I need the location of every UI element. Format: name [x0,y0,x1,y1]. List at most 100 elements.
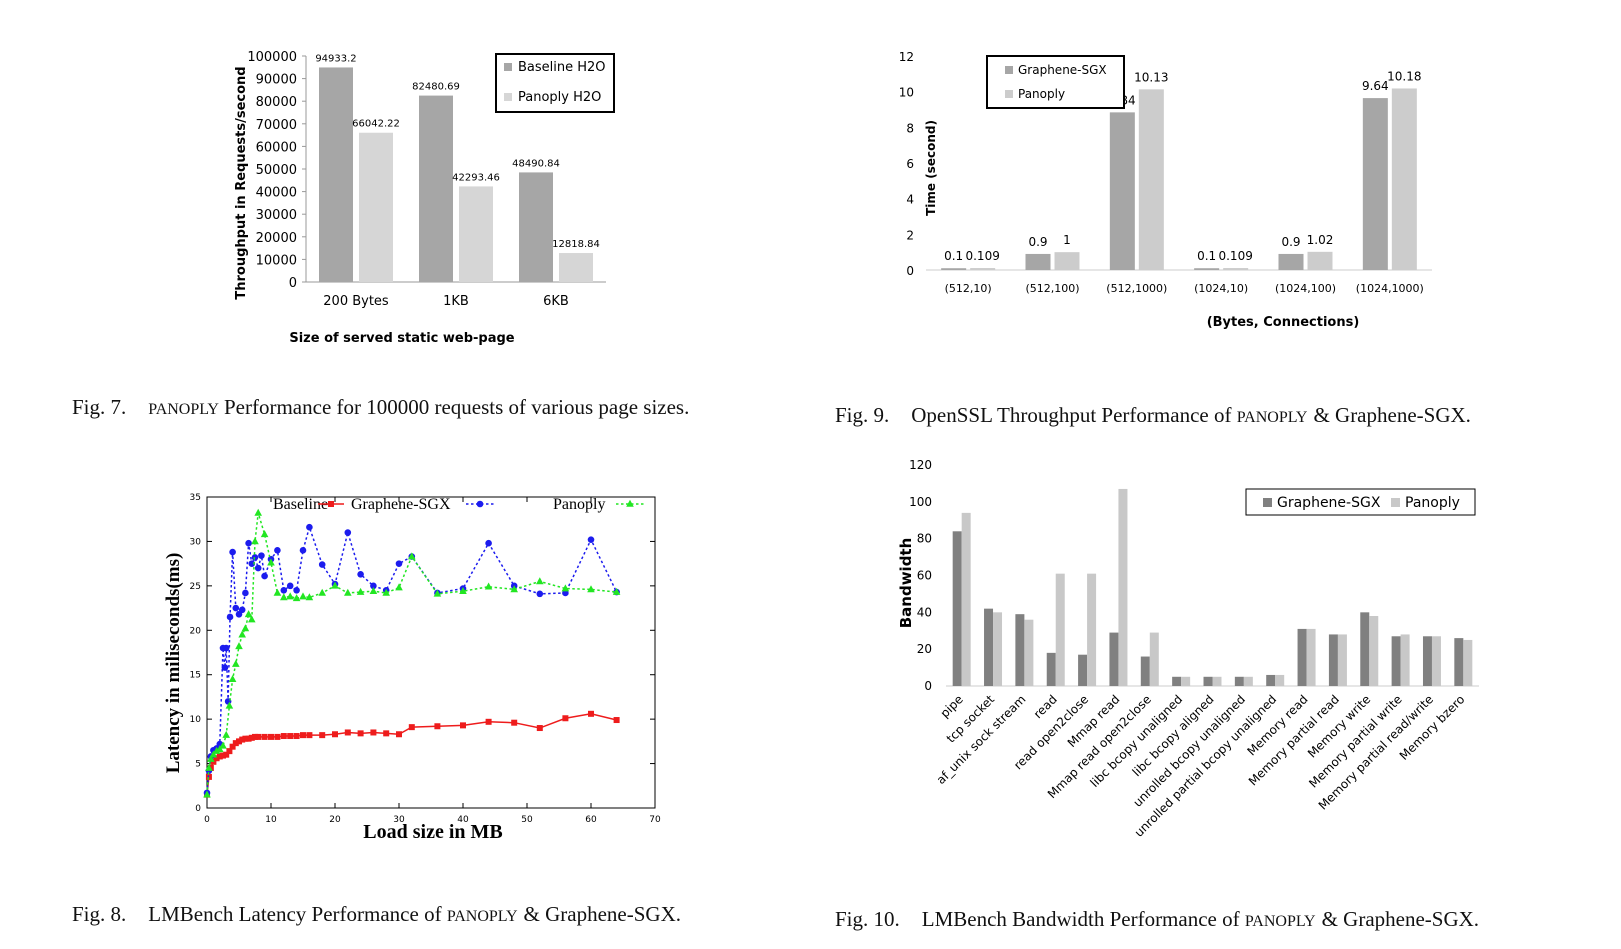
fig10-bar [1422,636,1432,686]
fig8-legend-marker [476,500,484,508]
fig9-y-tick-label: 6 [906,157,914,171]
fig9-data-label: 9.64 [1362,79,1389,93]
fig8-data-point [216,753,223,760]
fig8-data-point [226,748,233,755]
fig10-bar [1306,628,1316,686]
fig9-legend-box [986,55,1125,109]
fig8-data-point [252,733,258,740]
fig9-y-tick-label: 10 [899,86,914,100]
fig8-data-point [258,552,265,559]
fig10-bar [1109,632,1119,686]
fig8-data-point [280,593,288,601]
fig9-x-tick-label: (1024,1000) [1356,282,1424,295]
fig7-y-tick-label: 50000 [256,163,297,178]
fig7-y-tick-label: 10000 [256,253,297,268]
fig10-caption-number: Fig. 10. [835,907,900,931]
fig8-data-point [280,587,288,594]
fig10-bar [1078,654,1088,686]
fig7-y-tick-label: 100000 [247,50,297,65]
fig8-data-point [396,731,402,738]
fig10-bar [1431,636,1441,686]
fig8-data-point [239,736,246,743]
fig7-data-label: 66042.22 [352,119,400,130]
fig8-legend-marker [328,501,334,507]
fig8-data-point [484,582,493,590]
fig8-data-point [460,722,466,729]
fig10-bar [993,612,1003,686]
fig7-bar [359,132,393,282]
fig10-bar [1337,634,1347,686]
fig8-data-point [251,537,259,545]
fig8-data-point [242,735,249,742]
fig7-x-tick-label: 200 Bytes [323,294,389,309]
fig8-data-point [588,710,594,717]
fig8-data-point [356,587,365,595]
fig8-y-tick-label: 35 [190,493,201,503]
fig8-data-point [587,585,595,593]
fig8-data-point [232,659,240,667]
fig8-x-tick-label: 60 [585,815,597,825]
fig8-data-point [221,664,229,671]
fig8-data-point [261,733,268,740]
fig8-data-point [612,587,621,595]
fig7-data-label: 12818.84 [552,239,600,250]
fig8-data-point [245,735,252,742]
fig9-data-label: 1.02 [1307,233,1334,247]
fig8-data-point [232,740,239,747]
fig10-y-tick-label: 40 [917,605,932,619]
fig8-y-tick-label: 25 [190,582,201,592]
fig8-data-point [433,589,442,597]
fig8-data-point [235,642,243,650]
fig8-data-point [286,582,294,590]
fig8-data-point [305,593,314,601]
fig7-x-tick-label: 1KB [443,294,469,309]
fig8-data-point [273,588,282,596]
fig8-y-axis-title: Latency in miliseconds(ms) [163,553,184,774]
fig8-data-point [255,733,262,740]
fig8-x-tick-label: 10 [265,815,277,825]
fig10-bar [1118,488,1128,686]
fig8-data-point [306,732,313,739]
fig7-y-tick-label: 20000 [256,231,297,246]
fig8-data-point [245,539,252,547]
fig10-bar [1212,676,1222,686]
fig8-x-axis-title: Load size in MB [363,821,502,843]
fig9-bar [1194,268,1220,270]
fig8-data-point [485,718,492,725]
fig8-y-tick-label: 0 [195,804,201,814]
fig10-caption-sc: PANOPLY [1245,913,1316,930]
fig8-legend-baseline: Baseline [273,496,328,513]
fig8-plot-frame [206,496,656,809]
fig9-bar [1362,98,1388,270]
fig8-data-point [225,701,234,709]
fig10-bar [1234,676,1244,686]
fig10-caption-pre: LMBench Bandwidth Performance of [922,907,1245,931]
fig7-caption-rest: Performance for 100000 requests of vario… [224,395,689,419]
fig8-data-point [319,732,326,739]
fig8-legend-graphene: Graphene-SGX [351,496,451,513]
fig10-bar [1015,614,1025,686]
fig8-data-point [318,588,326,596]
fig8-data-point [344,529,352,536]
fig10-legend-swatch-panoply [1391,498,1400,507]
fig7-y-tick-label: 40000 [256,186,297,201]
fig8-x-tick-label: 40 [457,815,469,825]
fig8-data-point [223,751,230,758]
fig8-data-point [383,730,390,737]
fig10-bar [1203,676,1213,686]
fig9-bar [1278,253,1304,270]
fig8-x-tick-label: 0 [204,815,210,825]
fig10-caption-post: & Graphene-SGX. [1322,907,1479,931]
fig8-x-tick-label: 20 [329,815,341,825]
fig8-data-point [536,577,544,585]
fig8-data-point [203,790,211,798]
fig10-bar [1087,573,1097,686]
fig8-data-point [536,590,544,598]
fig8-y-tick-label: 30 [190,537,202,547]
fig8-data-point [254,508,262,516]
fig8-legend-panoply: Panoply [553,496,605,513]
fig8-data-point [292,594,301,602]
fig8-data-point [274,547,281,554]
fig7-y-tick-label: 0 [289,276,297,291]
